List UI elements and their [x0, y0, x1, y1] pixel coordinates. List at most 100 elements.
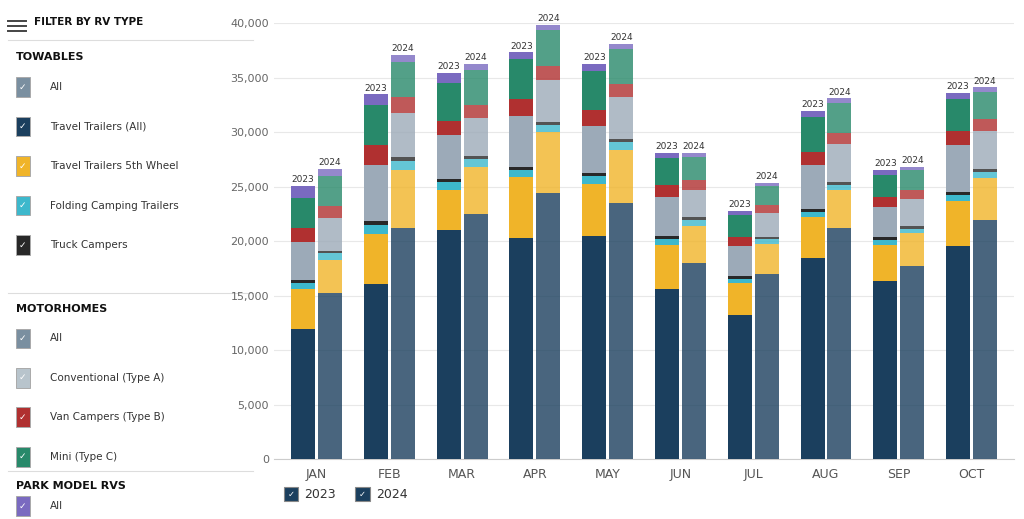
Bar — [318, 206, 342, 218]
Bar — [364, 94, 388, 105]
Bar — [728, 237, 752, 245]
Bar — [391, 97, 415, 113]
Text: 2023: 2023 — [437, 62, 460, 71]
Bar — [364, 222, 388, 225]
Bar — [873, 240, 897, 244]
Bar — [318, 218, 342, 251]
Bar — [946, 131, 970, 145]
Bar — [801, 166, 824, 209]
Text: All: All — [49, 333, 62, 344]
Bar — [609, 44, 633, 49]
Text: 2024: 2024 — [391, 44, 414, 53]
Bar — [510, 116, 534, 167]
Bar — [391, 54, 415, 62]
Bar — [973, 131, 997, 169]
Bar — [537, 25, 560, 30]
Bar — [973, 220, 997, 459]
Text: ✓: ✓ — [19, 452, 27, 461]
Text: TOWABLES: TOWABLES — [15, 52, 84, 62]
Bar — [436, 73, 461, 83]
Bar — [682, 190, 706, 217]
Bar — [827, 228, 852, 459]
Bar — [655, 197, 679, 236]
Text: 2024: 2024 — [756, 172, 778, 181]
Bar — [801, 111, 824, 117]
Bar — [682, 217, 706, 220]
Bar — [682, 220, 706, 226]
Text: 2023: 2023 — [873, 159, 897, 169]
Bar — [510, 170, 534, 177]
Bar — [464, 214, 487, 459]
Bar — [291, 241, 315, 280]
Bar — [583, 126, 606, 173]
Bar — [801, 217, 824, 257]
Bar — [318, 169, 342, 176]
Bar — [755, 183, 778, 186]
Bar — [464, 118, 487, 156]
Bar — [364, 225, 388, 234]
Bar — [609, 150, 633, 203]
Bar — [583, 236, 606, 459]
Bar — [873, 197, 897, 207]
Bar — [801, 209, 824, 212]
Text: PARK MODEL RVS: PARK MODEL RVS — [15, 481, 126, 491]
Bar — [537, 132, 560, 194]
Bar — [728, 276, 752, 279]
Bar — [755, 205, 778, 213]
Bar — [655, 289, 679, 459]
Text: Conventional (Type A): Conventional (Type A) — [49, 373, 164, 383]
Bar — [318, 260, 342, 293]
Bar — [827, 185, 852, 190]
Bar — [436, 135, 461, 180]
Text: 2023: 2023 — [583, 53, 605, 62]
Bar — [391, 228, 415, 459]
Text: 2024: 2024 — [376, 487, 408, 501]
Bar — [946, 192, 970, 195]
FancyBboxPatch shape — [15, 196, 30, 215]
Text: ✓: ✓ — [19, 334, 27, 343]
Text: ✓: ✓ — [19, 161, 27, 171]
Bar — [900, 190, 925, 199]
Bar — [537, 125, 560, 132]
Text: 2023: 2023 — [728, 200, 752, 209]
Bar — [682, 180, 706, 190]
Bar — [291, 198, 315, 228]
Text: Truck Campers: Truck Campers — [49, 240, 127, 250]
FancyBboxPatch shape — [15, 496, 30, 516]
Bar — [364, 284, 388, 459]
Bar — [464, 70, 487, 105]
Bar — [900, 167, 925, 170]
Bar — [973, 169, 997, 172]
Bar — [609, 98, 633, 139]
Text: 2024: 2024 — [683, 142, 706, 151]
Bar — [291, 280, 315, 283]
Text: 2023: 2023 — [304, 487, 336, 501]
Bar — [436, 230, 461, 459]
Text: 2023: 2023 — [947, 83, 970, 91]
Bar — [655, 185, 679, 197]
Bar — [900, 199, 925, 226]
Bar — [583, 173, 606, 176]
Bar — [318, 253, 342, 260]
Bar — [364, 165, 388, 222]
Bar — [655, 153, 679, 158]
Bar — [291, 283, 315, 289]
Bar — [946, 93, 970, 99]
Bar — [682, 157, 706, 180]
Bar — [973, 88, 997, 92]
Bar — [900, 226, 925, 229]
Bar — [510, 177, 534, 238]
Bar — [973, 92, 997, 119]
Bar — [873, 207, 897, 237]
Text: All: All — [49, 82, 62, 92]
Text: ✓: ✓ — [288, 489, 294, 499]
Bar — [436, 180, 461, 183]
Bar — [537, 66, 560, 80]
Bar — [391, 170, 415, 228]
Text: All: All — [49, 501, 62, 511]
Bar — [391, 161, 415, 170]
Bar — [583, 71, 606, 110]
FancyBboxPatch shape — [15, 447, 30, 467]
Bar — [801, 257, 824, 459]
FancyBboxPatch shape — [15, 329, 30, 348]
